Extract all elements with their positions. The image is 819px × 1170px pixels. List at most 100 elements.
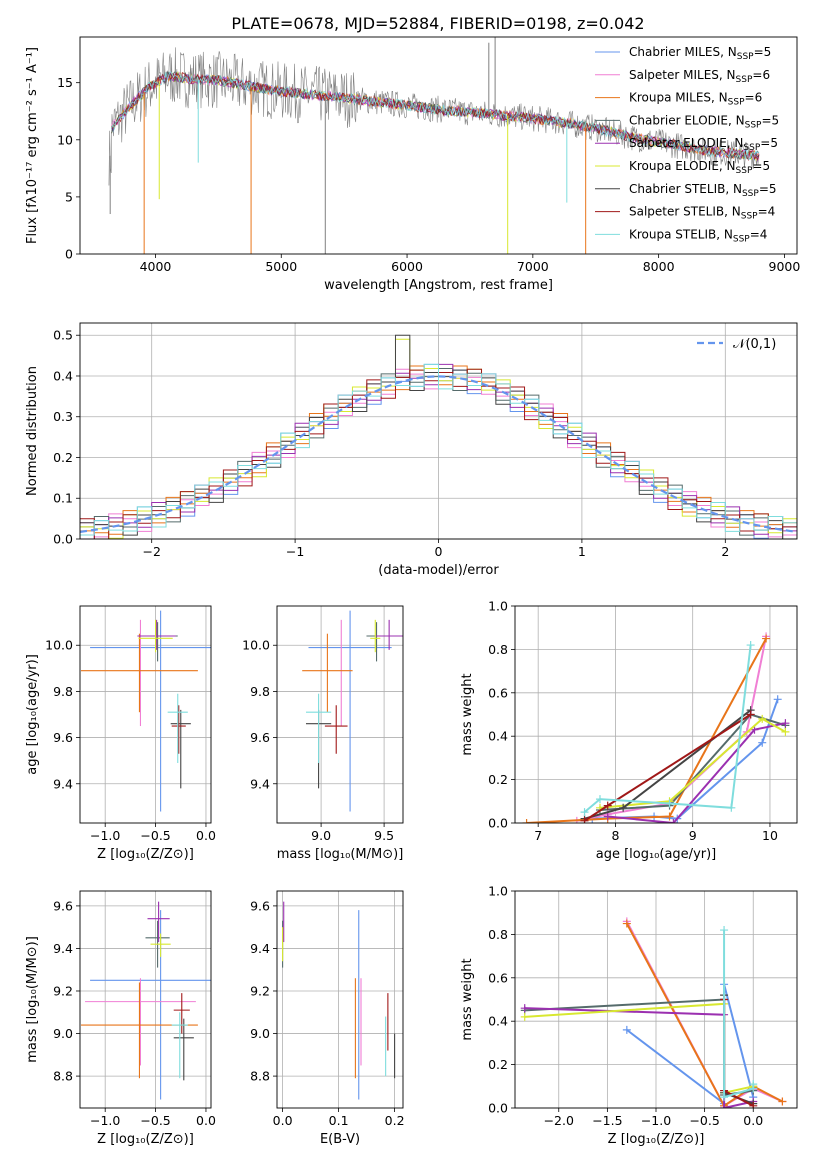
axes-frame-mass_vs_Z: [79, 890, 212, 1109]
weight-marker: [778, 1097, 787, 1106]
y-tick-label: 0.6: [488, 970, 508, 985]
weight-marker: [522, 819, 531, 823]
x-tick-label: 9.5: [374, 828, 394, 843]
y-tick-label: 10.0: [45, 638, 73, 653]
y-tick-label: 0.0: [488, 1101, 508, 1116]
axes-frame-weight_vs_Z: [514, 890, 798, 1109]
weight-marker: [746, 641, 755, 650]
y-axis-label: mass [log₁₀(M/M⊙)]: [25, 936, 40, 1063]
legend-label-sub: SSP: [743, 143, 760, 153]
y-axis-label: mass weight: [460, 673, 475, 755]
y-tick-label: 0: [65, 247, 73, 262]
y-tick-label: 0.2: [488, 1057, 508, 1072]
legend-label: Salpeter STELIB, NSSP=4: [629, 205, 775, 222]
y-tick-label: 9.8: [53, 684, 73, 699]
axes-frame-mass_vs_EBV: [276, 890, 404, 1109]
x-tick-label: 0.0: [196, 828, 216, 843]
axes-mass_vs_Z: −1.0 −0.5 0.0 8.8 9.0 9.2 9.4 9.6: [53, 891, 216, 1128]
y-tick-label: 9.6: [53, 730, 73, 745]
axes-frame-age_vs_mass: [276, 605, 404, 824]
weight-marker: [603, 812, 612, 821]
x-tick-label: 9: [689, 828, 697, 843]
y-tick-label: 9.6: [250, 730, 270, 745]
legend-label-sub: SSP: [733, 234, 750, 244]
weight-lines-weight_vs_age: [522, 632, 790, 823]
legend-label-main: Kroupa ELODIE, N: [629, 159, 736, 173]
weight-marker: [758, 738, 767, 747]
weight-line-kroupa_miles: [625, 923, 783, 1108]
weight-marker: [781, 727, 790, 736]
chart-layer: 4000 5000 6000 7000 8000 9000051015wavelength…: [25, 36, 801, 1147]
x-tick-label: 1: [578, 544, 586, 559]
legend-label-suffix: =5: [752, 159, 770, 173]
x-tick-label: 0: [435, 544, 443, 559]
y-tick-label: 1.0: [488, 599, 508, 614]
x-tick-label: 8000: [643, 259, 675, 274]
y-tick-label: 9.0: [53, 1026, 73, 1041]
weight-marker: [773, 695, 782, 704]
legend-label-sub: SSP: [741, 212, 758, 222]
x-tick-label: −0.5: [689, 1113, 719, 1128]
y-tick-label: 9.4: [53, 776, 73, 791]
y-tick-label: 9.8: [250, 684, 270, 699]
x-tick-label: −1.5: [592, 1113, 622, 1128]
legend-label-main: Kroupa STELIB, N: [629, 227, 733, 241]
weight-marker: [727, 803, 736, 812]
x-tick-label: −1: [286, 544, 304, 559]
x-tick-label: 0.2: [385, 1113, 405, 1128]
legend-label-suffix: =4: [758, 205, 776, 219]
y-tick-label: 5: [65, 189, 73, 204]
axes-frame-spectrum: [79, 36, 798, 255]
legend-label-suffix: =5: [754, 45, 772, 59]
legend-label-main: Chabrier MILES, N: [629, 45, 737, 59]
weight-marker: [580, 816, 589, 823]
y-tick-label: 15: [57, 75, 73, 90]
axes-frame-residuals: [79, 322, 798, 540]
x-axis-label: mass [log₁₀(M/M⊙)]: [277, 847, 404, 862]
legend-label-main: Chabrier ELODIE, N: [629, 113, 745, 127]
x-tick-label: 0.1: [329, 1113, 349, 1128]
legend-label-suffix: =5: [761, 113, 779, 127]
x-axis-label: age [log₁₀(age/yr)]: [596, 847, 717, 862]
weight-marker: [622, 1025, 631, 1034]
legend-label-suffix: =6: [745, 91, 763, 105]
y-tick-label: 9.4: [250, 776, 270, 791]
legend-label-main: Chabrier STELIB, N: [629, 182, 742, 196]
y-tick-label: 9.6: [250, 898, 270, 913]
y-tick-label: 0.3: [53, 409, 73, 424]
x-tick-label: 8: [611, 828, 619, 843]
legend-label-suffix: =5: [760, 136, 778, 150]
x-axis-label: Z [log₁₀(Z/Z⊙)]: [97, 847, 194, 862]
y-tick-label: 9.4: [53, 941, 73, 956]
y-tick-label: 9.2: [53, 983, 73, 998]
y-tick-label: 0.4: [488, 1014, 508, 1029]
weight-marker: [665, 799, 674, 808]
legend-label: Chabrier STELIB, NSSP=5: [629, 182, 777, 199]
axes-frame-weight_vs_age: [514, 605, 798, 824]
spectrum-lines: [108, 37, 760, 254]
legend-label-suffix: =4: [750, 227, 768, 241]
model-spectrum-kroupa_stelib: [111, 71, 760, 160]
axes-age_vs_mass: 9.0 9.5 9.4 9.6 9.8 10.0: [242, 606, 403, 843]
weight-marker: [665, 812, 674, 821]
legend-label-main: Salpeter STELIB, N: [629, 205, 741, 219]
errorbars-mass_vs_EBV: [282, 901, 396, 1100]
errorbars-mass_vs_Z: [81, 901, 211, 1100]
x-tick-label: −1.0: [90, 1113, 120, 1128]
legend-label: Salpeter ELODIE, NSSP=5: [629, 136, 778, 153]
weight-marker: [595, 795, 604, 804]
y-axis-label: mass weight: [460, 958, 475, 1040]
x-tick-label: 0.0: [273, 1113, 293, 1128]
y-tick-label: 9.0: [250, 1026, 270, 1041]
y-tick-label: 0.0: [488, 816, 508, 831]
weight-marker: [749, 1101, 758, 1108]
y-tick-label: 10: [57, 132, 73, 147]
weight-marker: [669, 819, 678, 823]
legend-label-sub: SSP: [737, 52, 754, 62]
x-axis-label: Z [log₁₀(Z/Z⊙)]: [97, 1132, 194, 1147]
y-tick-label: 0.1: [53, 491, 73, 506]
y-tick-label: 0.2: [53, 450, 73, 465]
x-tick-label: 9000: [769, 259, 801, 274]
